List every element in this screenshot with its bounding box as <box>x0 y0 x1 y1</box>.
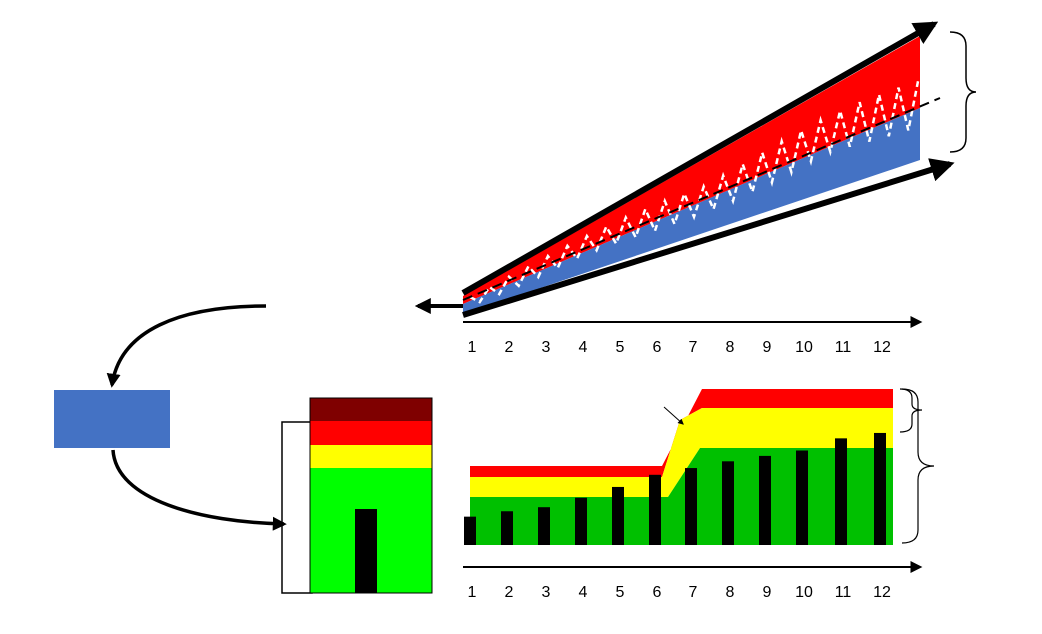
top-x-tick-2: 2 <box>505 339 514 356</box>
stack-yellow <box>310 445 432 468</box>
right-brace-small <box>899 388 923 433</box>
bottom-x-tick-1: 1 <box>468 584 477 601</box>
top-fan-chart <box>414 21 977 318</box>
bottom-x-tick-2: 2 <box>505 584 514 601</box>
bar-11 <box>835 438 847 545</box>
top-x-tick-7: 7 <box>689 339 698 356</box>
upper-bound-arrow <box>461 21 939 296</box>
top-x-tick-12: 12 <box>873 339 891 356</box>
right-brace-large <box>901 388 935 544</box>
bottom-x-axis: 1 2 3 4 5 6 7 8 9 10 11 12 <box>463 561 923 601</box>
curved-arrow-to-stack <box>111 449 287 531</box>
bar-4 <box>575 497 587 545</box>
top-x-tick-8: 8 <box>726 339 735 356</box>
bar-7 <box>685 468 697 545</box>
bottom-band-chart <box>464 388 935 545</box>
lower-blue-band <box>463 108 920 314</box>
lower-bound-arrow <box>462 158 955 318</box>
top-x-tick-3: 3 <box>542 339 551 356</box>
bottom-x-tick-12: 12 <box>873 584 891 601</box>
bottom-x-tick-4: 4 <box>579 584 588 601</box>
bar-10 <box>796 450 808 545</box>
stack-outline-bracket <box>281 421 313 594</box>
bottom-x-tick-5: 5 <box>616 584 625 601</box>
top-x-tick-9: 9 <box>763 339 772 356</box>
bar-8 <box>722 461 734 545</box>
bottom-x-tick-10: 10 <box>795 584 813 601</box>
top-x-tick-5: 5 <box>616 339 625 356</box>
stack-bar <box>355 509 377 593</box>
bottom-x-tick-3: 3 <box>542 584 551 601</box>
pointer-arrow <box>663 406 684 425</box>
stack-dark-red <box>310 398 432 421</box>
stack-frame <box>309 397 433 594</box>
bottom-red-band <box>470 389 893 477</box>
top-x-tick-1: 1 <box>468 339 477 356</box>
upper-red-band <box>463 36 920 304</box>
curved-arrow-to-box <box>106 304 267 388</box>
bottom-x-tick-7: 7 <box>689 584 698 601</box>
bar-3 <box>538 507 550 545</box>
bottom-x-tick-8: 8 <box>726 584 735 601</box>
bar-2 <box>501 511 513 545</box>
stacked-level-box <box>281 397 433 594</box>
bottom-x-tick-9: 9 <box>763 584 772 601</box>
bar-6 <box>649 474 661 545</box>
bar-5 <box>612 486 624 545</box>
dashed-series-line <box>469 81 920 304</box>
bar-9 <box>759 455 771 545</box>
blue-box <box>54 390 170 448</box>
bottom-x-tick-6: 6 <box>653 584 662 601</box>
bar-1 <box>464 516 476 545</box>
top-x-tick-6: 6 <box>653 339 662 356</box>
bottom-yellow-band <box>470 408 893 497</box>
bottom-x-tick-11: 11 <box>835 584 852 601</box>
top-x-axis: 1 2 3 4 5 6 7 8 9 10 11 12 <box>463 316 923 356</box>
trend-dash-line <box>462 97 941 301</box>
top-x-tick-10: 10 <box>795 339 813 356</box>
bar-12 <box>874 432 886 545</box>
top-x-tick-11: 11 <box>835 339 852 356</box>
right-brace-top <box>949 31 977 153</box>
top-x-tick-4: 4 <box>579 339 588 356</box>
stack-red <box>310 421 432 445</box>
